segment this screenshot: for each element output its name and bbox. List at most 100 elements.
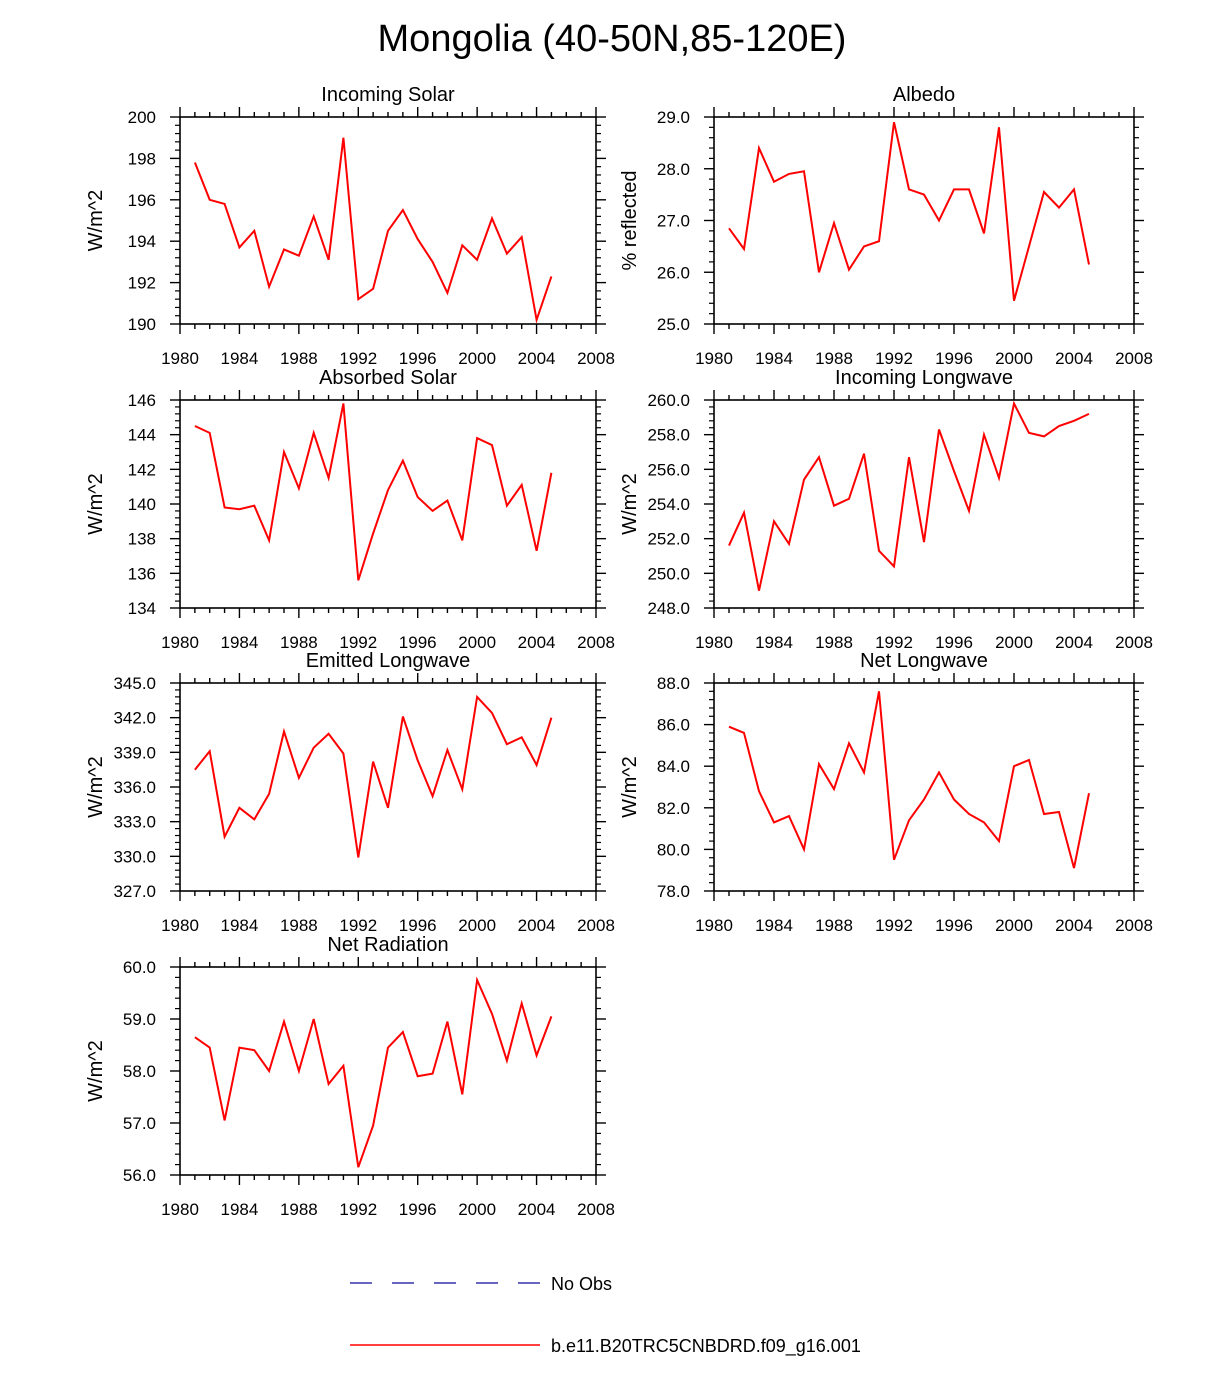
x-tick-label: 2004 — [518, 1200, 556, 1219]
x-tick-label: 1980 — [161, 916, 199, 935]
x-tick-label: 1984 — [221, 1200, 259, 1219]
x-tick-label: 1992 — [339, 1200, 377, 1219]
y-axis-label: W/m^2 — [85, 190, 107, 252]
y-tick-label: 134 — [128, 599, 156, 618]
y-tick-label: 254.0 — [647, 495, 690, 514]
y-tick-label: 327.0 — [113, 882, 156, 901]
y-tick-label: 82.0 — [657, 799, 690, 818]
y-tick-label: 333.0 — [113, 813, 156, 832]
x-tick-label: 2004 — [518, 916, 556, 935]
panel-title: Emitted Longwave — [306, 650, 471, 672]
x-tick-label: 2008 — [1115, 349, 1153, 368]
y-tick-label: 58.0 — [123, 1062, 156, 1081]
y-tick-label: 248.0 — [647, 599, 690, 618]
y-tick-label: 345.0 — [113, 674, 156, 693]
y-tick-label: 26.0 — [657, 263, 690, 282]
x-tick-label: 1988 — [280, 349, 318, 368]
x-tick-label: 2008 — [577, 633, 615, 652]
x-tick-label: 1980 — [695, 633, 733, 652]
y-tick-label: 29.0 — [657, 108, 690, 127]
panel-title: Absorbed Solar — [319, 367, 457, 389]
x-tick-label: 1984 — [755, 916, 793, 935]
chart-panel: 1980 1984 1988 1992 1996 2000 2004 2008 134 136 13… — [85, 367, 615, 652]
panel-title: Incoming Longwave — [835, 367, 1013, 389]
plot-frame — [179, 116, 597, 325]
x-tick-label: 1996 — [935, 349, 973, 368]
chart-panel: 1980 1984 1988 1992 1996 2000 2004 2008 25.0 26.0… — [619, 84, 1153, 368]
y-tick-label: 194 — [128, 232, 156, 251]
plot-frame — [179, 682, 597, 892]
legend-label: b.e11.B20TRC5CNBDRD.f09_g16.001 — [551, 1336, 861, 1357]
y-tick-label: 86.0 — [657, 716, 690, 735]
legend-label: No Obs — [551, 1274, 612, 1294]
y-tick-label: 342.0 — [113, 709, 156, 728]
x-tick-label: 1996 — [399, 916, 437, 935]
plot-frame — [179, 966, 597, 1176]
x-tick-label: 1996 — [399, 1200, 437, 1219]
x-tick-label: 1992 — [339, 916, 377, 935]
y-tick-label: 136 — [128, 564, 156, 583]
y-tick-label: 59.0 — [123, 1010, 156, 1029]
x-tick-label: 1980 — [161, 633, 199, 652]
plot-frame — [179, 399, 597, 609]
series-line — [193, 137, 553, 324]
x-tick-label: 2000 — [995, 349, 1033, 368]
y-tick-label: 144 — [128, 426, 156, 445]
x-tick-label: 1984 — [221, 916, 259, 935]
x-tick-label: 1988 — [280, 916, 318, 935]
x-tick-label: 1992 — [875, 633, 913, 652]
plot-frame — [713, 116, 1135, 325]
x-tick-label: 2008 — [1115, 633, 1153, 652]
y-tick-label: 25.0 — [657, 315, 690, 334]
y-tick-label: 198 — [128, 149, 156, 168]
chart-panel: 1980 1984 1988 1992 1996 2000 2004 2008 56.0 57.0… — [85, 934, 615, 1219]
x-tick-label: 2004 — [518, 349, 556, 368]
y-tick-label: 256.0 — [647, 460, 690, 479]
y-tick-label: 138 — [128, 530, 156, 549]
x-tick-label: 1992 — [339, 349, 377, 368]
x-tick-label: 2008 — [577, 1200, 615, 1219]
x-tick-label: 2004 — [1055, 633, 1093, 652]
x-tick-label: 2008 — [577, 349, 615, 368]
y-tick-label: 142 — [128, 460, 156, 479]
x-tick-label: 1984 — [221, 633, 259, 652]
plot-frame — [713, 399, 1135, 609]
y-tick-label: 60.0 — [123, 958, 156, 977]
x-tick-label: 2008 — [1115, 916, 1153, 935]
y-tick-label: 140 — [128, 495, 156, 514]
y-tick-label: 339.0 — [113, 743, 156, 762]
y-tick-label: 57.0 — [123, 1114, 156, 1133]
x-tick-label: 2000 — [458, 916, 496, 935]
series-line — [728, 121, 1090, 301]
chart-panel: 1980 1984 1988 1992 1996 2000 2004 2008 190 192 19… — [85, 84, 615, 368]
y-tick-label: 78.0 — [657, 882, 690, 901]
series-line — [194, 403, 553, 581]
x-tick-label: 1988 — [815, 633, 853, 652]
x-tick-label: 1984 — [755, 633, 793, 652]
y-axis-label: W/m^2 — [85, 473, 107, 535]
y-tick-label: 80.0 — [657, 840, 690, 859]
x-tick-label: 1996 — [935, 916, 973, 935]
y-axis-label: W/m^2 — [85, 756, 107, 818]
y-tick-label: 190 — [128, 315, 156, 334]
legend: No Obs b.e11.B20TRC5CNBDRD.f09_g16.001 — [350, 1274, 861, 1357]
series-line — [194, 694, 553, 858]
y-tick-label: 336.0 — [113, 778, 156, 797]
x-tick-label: 2000 — [995, 633, 1033, 652]
x-tick-label: 1988 — [280, 1200, 318, 1219]
x-tick-label: 1980 — [695, 916, 733, 935]
chart-panel: 1980 1984 1988 1992 1996 2000 2004 2008 248.0 250… — [619, 367, 1153, 652]
x-tick-label: 1980 — [161, 1200, 199, 1219]
y-tick-label: 200 — [128, 108, 156, 127]
y-tick-label: 192 — [128, 274, 156, 293]
x-tick-label: 1988 — [815, 916, 853, 935]
y-tick-label: 27.0 — [657, 212, 690, 231]
y-tick-label: 330.0 — [113, 847, 156, 866]
x-tick-label: 1980 — [695, 349, 733, 368]
x-tick-label: 1988 — [280, 633, 318, 652]
figure-title: Mongolia (40-50N,85-120E) — [377, 18, 847, 60]
x-tick-label: 1992 — [875, 916, 913, 935]
y-axis-label: W/m^2 — [85, 1040, 107, 1102]
y-tick-label: 196 — [128, 191, 156, 210]
